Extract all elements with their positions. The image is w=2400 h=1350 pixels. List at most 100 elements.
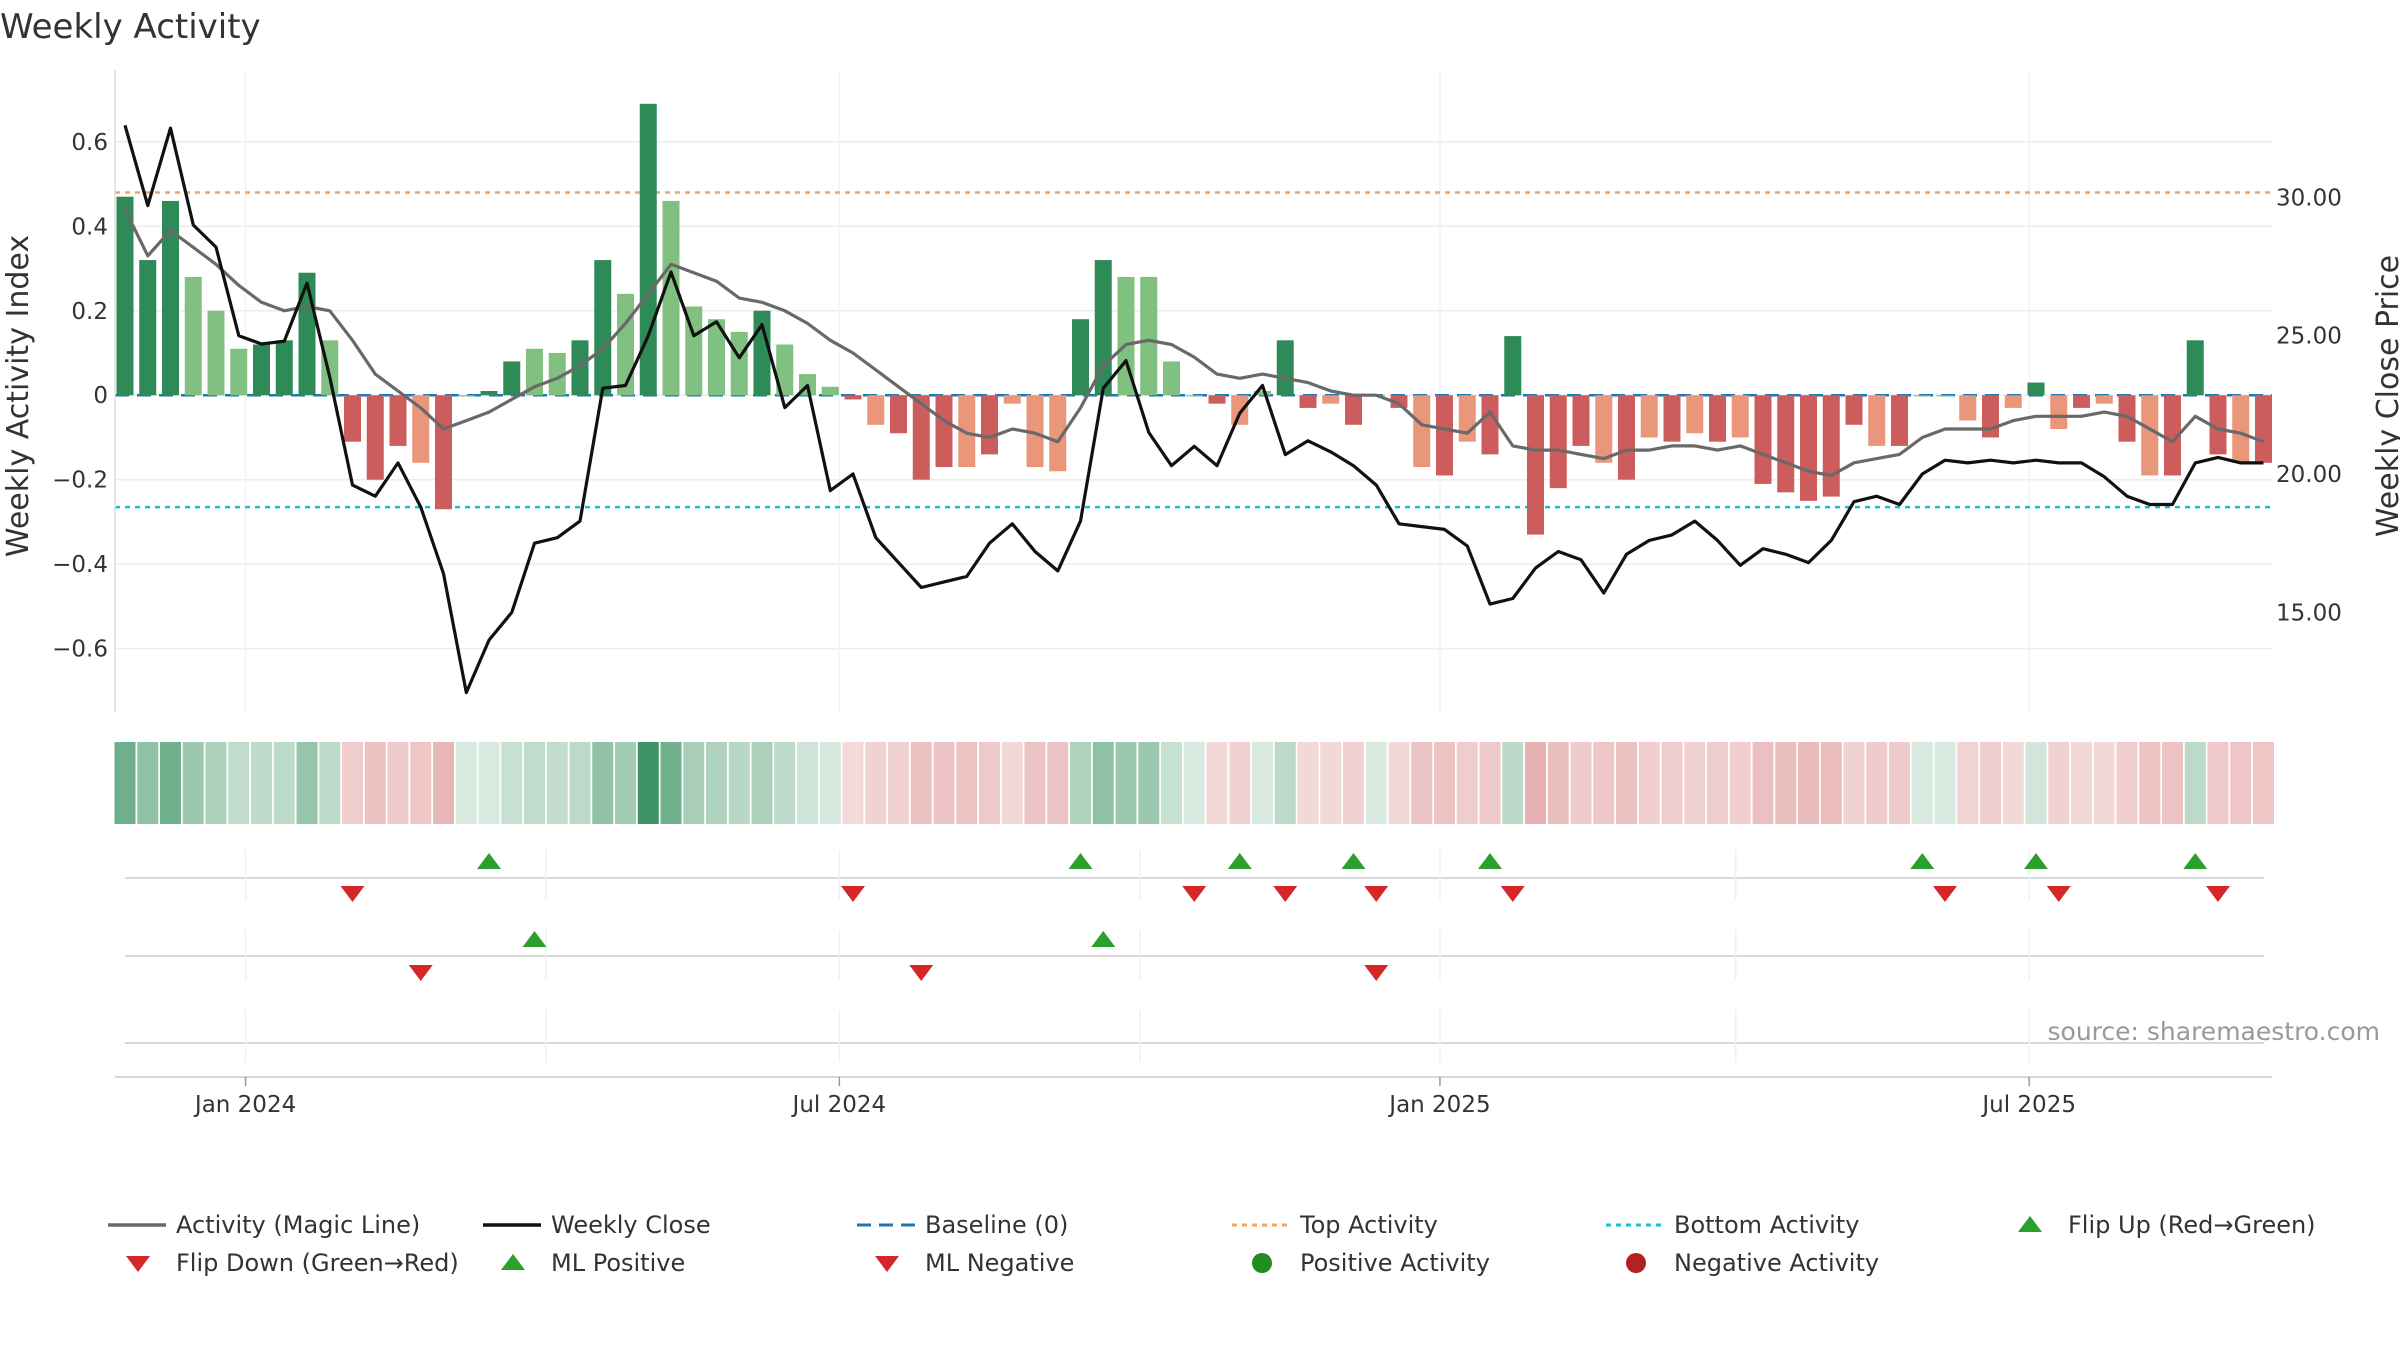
heat-cell (1343, 742, 1364, 824)
heat-cell (137, 742, 159, 824)
activity-bar (1618, 395, 1635, 480)
heat-cell (1820, 742, 1842, 824)
legend-swatch-down-triangle (126, 1256, 150, 1272)
activity-bar (1709, 395, 1726, 442)
activity-bar (2004, 395, 2022, 408)
heat-cell (1889, 742, 1910, 824)
heat-cell (1161, 742, 1182, 824)
heat-cell (2048, 742, 2070, 824)
legend-label: Weekly Close (551, 1211, 711, 1239)
flip-up-marker (1910, 853, 1935, 869)
heat-cell (546, 742, 568, 824)
heat-cell (433, 742, 454, 824)
legend-item-flipdown: Flip Down (Green→Red) (126, 1249, 459, 1277)
heat-cell (592, 742, 614, 824)
weekly-close-series (123, 124, 2264, 695)
heat-cell (637, 742, 659, 824)
heat-cell (956, 742, 978, 824)
activity-bar (1572, 395, 1590, 446)
y-tick-label: −0.4 (52, 552, 108, 578)
legend-item-mlneg: ML Negative (875, 1249, 1074, 1277)
heat-cell (501, 742, 523, 824)
heat-cell (660, 742, 682, 824)
flip-down-marker (2206, 886, 2230, 902)
flip-down-marker (1933, 886, 1957, 902)
heat-cell (2253, 742, 2274, 824)
heat-cell (182, 742, 204, 824)
heat-cell (819, 742, 841, 824)
activity-bar (821, 386, 839, 396)
heat-cell (1957, 742, 1979, 824)
heat-cell (797, 742, 818, 824)
heat-cell (751, 742, 773, 824)
activity-bar (776, 344, 794, 396)
legend-item-close: Weekly Close (483, 1211, 711, 1239)
activity-bar (1345, 395, 1362, 425)
activity-bar (253, 344, 270, 396)
heat-cell (1411, 742, 1433, 824)
activity-bar (298, 272, 316, 396)
activity-bar (1504, 336, 1522, 396)
activity-bar (2050, 395, 2068, 430)
heat-cell (774, 742, 796, 824)
activity-bar (2209, 395, 2227, 455)
y-tick-label: 0.4 (71, 214, 108, 240)
activity-bar (2118, 395, 2136, 442)
heat-cell (364, 742, 386, 824)
flip-up-marker (1341, 853, 1366, 869)
y-axis-label: Weekly Activity Index (1, 235, 36, 557)
heat-cell (1661, 742, 1683, 824)
activity-bar (1254, 391, 1271, 396)
activity-bar (139, 260, 157, 396)
activity-bar (503, 361, 521, 396)
heat-cell (1616, 742, 1637, 824)
activity-bar (344, 395, 361, 442)
activity-bar (548, 352, 566, 396)
legend-label: Activity (Magic Line) (176, 1211, 420, 1239)
flip-down-marker (1182, 886, 1207, 902)
heat-cell (865, 742, 887, 824)
activity-bar (571, 340, 589, 396)
heat-cell (1070, 742, 1091, 824)
activity-bar (1822, 395, 1840, 497)
activity-bar (1982, 395, 1999, 438)
heat-cell (2116, 742, 2138, 824)
y-tick-label: −0.2 (52, 468, 108, 494)
y2-tick-label: 15.00 (2276, 600, 2342, 626)
heat-cell (2071, 742, 2092, 824)
activity-bar (1549, 395, 1567, 489)
heat-cell (1183, 742, 1205, 824)
heat-cell (1752, 742, 1774, 824)
legend-swatch-up-triangle (501, 1254, 525, 1270)
activity-bar (435, 395, 452, 510)
heat-cell (1684, 742, 1706, 824)
activity-bar (1845, 395, 1863, 425)
activity-bar (1322, 395, 1340, 404)
activity-bar (685, 306, 703, 396)
flip-up-marker (2183, 853, 2208, 869)
activity-bar (1754, 395, 1772, 484)
activity-bar (1527, 395, 1544, 535)
heat-cell (1479, 742, 1501, 824)
flip-down-marker (340, 886, 365, 902)
y-tick-label: 0.6 (71, 130, 108, 156)
activity-bar (366, 395, 384, 480)
heat-cell (1707, 742, 1728, 824)
heat-cell (1206, 742, 1228, 824)
activity-bar (708, 319, 725, 396)
y-tick-label: 0 (93, 383, 108, 409)
legend-label: ML Positive (551, 1249, 685, 1277)
flip-up-marker (522, 931, 547, 947)
heat-cell (1570, 742, 1592, 824)
heat-cell (1365, 742, 1387, 824)
flip-up-marker (2024, 853, 2048, 869)
heat-cell (1024, 742, 1046, 824)
activity-bar (480, 391, 498, 396)
heat-cell (160, 742, 181, 824)
heat-cell (1092, 742, 1114, 824)
heat-cell (2139, 742, 2161, 824)
heat-cell (319, 742, 341, 824)
activity-bar (730, 331, 748, 396)
legend: Activity (Magic Line) Weekly Close Baselin… (108, 1211, 2316, 1277)
activity-bar (1208, 395, 1226, 404)
